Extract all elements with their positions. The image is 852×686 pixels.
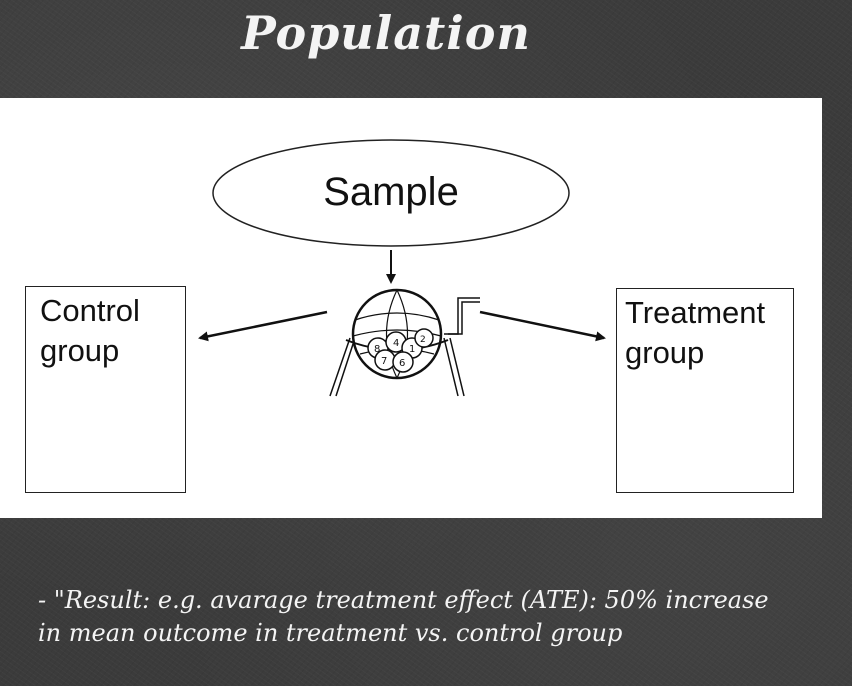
ball-number: 2	[420, 335, 426, 345]
ball-number: 1	[409, 344, 415, 355]
treatment-group-label-line1: Treatment	[625, 295, 766, 330]
result-note-line1: - "Result: e.g. avarage treatment effect…	[38, 586, 769, 614]
ball-number: 4	[393, 338, 399, 349]
control-group-label-line1: Control	[40, 293, 140, 328]
ball-number: 7	[381, 356, 387, 367]
treatment-group-label-line2: group	[625, 335, 705, 370]
sample-ellipse	[212, 139, 570, 247]
slide-title: Population	[241, 6, 531, 60]
result-note-line2: in mean outcome in treatment vs. control…	[38, 619, 623, 647]
control-group-box: Control group	[25, 286, 186, 493]
lottery-machine-icon: 8 4 2 7 1 6	[329, 288, 480, 397]
ball-number: 6	[399, 358, 405, 369]
diagram-panel: 8 4 2 7 1 6 Sample Control group Treatme…	[0, 98, 822, 518]
treatment-group-box: Treatment group	[616, 288, 794, 493]
result-note: - "Result: e.g. avarage treatment effect…	[38, 584, 848, 650]
ball-number: 8	[374, 344, 380, 355]
arrow-to-treatment	[479, 310, 606, 342]
randomization-diagram: 8 4 2 7 1 6	[198, 139, 606, 397]
control-group-label-line2: group	[40, 333, 120, 368]
sample-label: Sample	[323, 170, 459, 214]
arrow-to-control	[198, 310, 328, 342]
